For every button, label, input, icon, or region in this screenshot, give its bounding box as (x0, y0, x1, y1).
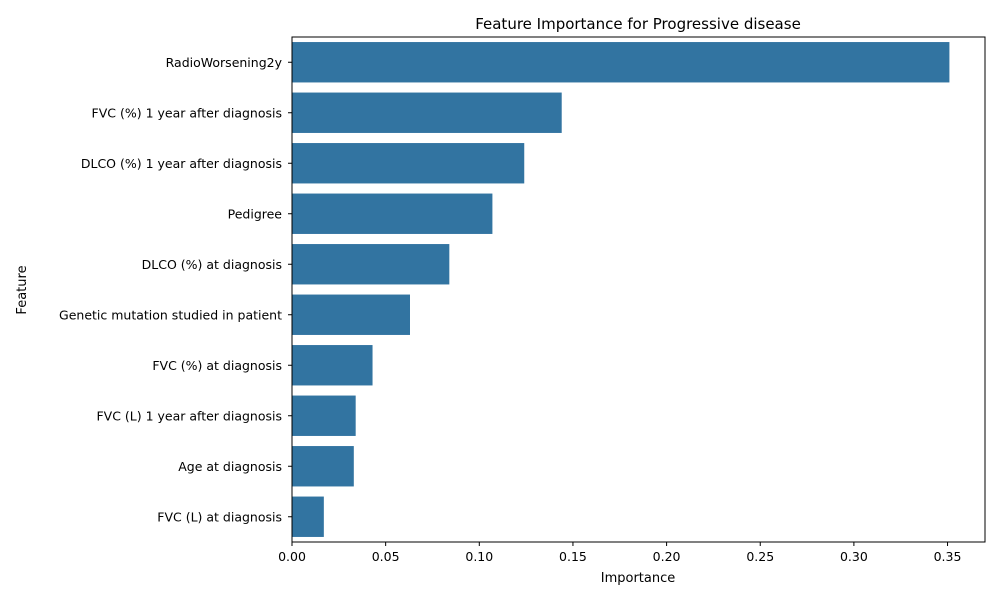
bar (292, 92, 562, 133)
x-axis-label: Importance (601, 571, 676, 586)
bar (292, 193, 493, 234)
plot-frame (291, 36, 986, 543)
y-tick-label: Pedigree (228, 206, 283, 221)
bar (292, 496, 324, 537)
bar (292, 294, 410, 335)
y-tick-label: FVC (%) at diagnosis (152, 358, 282, 373)
x-tick-label: 0.05 (372, 549, 400, 564)
y-tick-label: FVC (L) at diagnosis (157, 509, 282, 524)
y-tick-label: FVC (%) 1 year after diagnosis (92, 105, 282, 120)
x-tick-label: 0.10 (465, 549, 493, 564)
y-tick-label: FVC (L) 1 year after diagnosis (96, 408, 282, 423)
y-tick-label: Age at diagnosis (178, 459, 282, 474)
y-tick-labels: RadioWorsening2y FVC (%) 1 year after dia… (59, 55, 292, 524)
x-tick-label: 0.25 (746, 549, 774, 564)
bar (292, 345, 373, 386)
x-tick-label: 0.35 (934, 549, 962, 564)
y-tick-label: RadioWorsening2y (166, 55, 283, 70)
bar (292, 395, 356, 436)
x-tick-label: 0.20 (653, 549, 681, 564)
x-tick-labels: 0.00 0.05 0.10 0.15 0.20 0.25 0.30 0.35 (278, 542, 961, 564)
chart-title: Feature Importance for Progressive disea… (475, 15, 801, 33)
bar (292, 143, 525, 184)
y-tick-label: DLCO (%) 1 year after diagnosis (81, 156, 282, 171)
bar (292, 244, 450, 285)
x-tick-label: 0.00 (278, 549, 306, 564)
bar (292, 446, 354, 487)
x-tick-label: 0.15 (559, 549, 587, 564)
y-tick-label: DLCO (%) at diagnosis (142, 257, 282, 272)
bars-layer (292, 42, 950, 537)
bar (292, 42, 950, 83)
y-tick-label: Genetic mutation studied in patient (59, 307, 282, 322)
y-axis-label: Feature (15, 265, 30, 314)
x-tick-label: 0.30 (840, 549, 868, 564)
